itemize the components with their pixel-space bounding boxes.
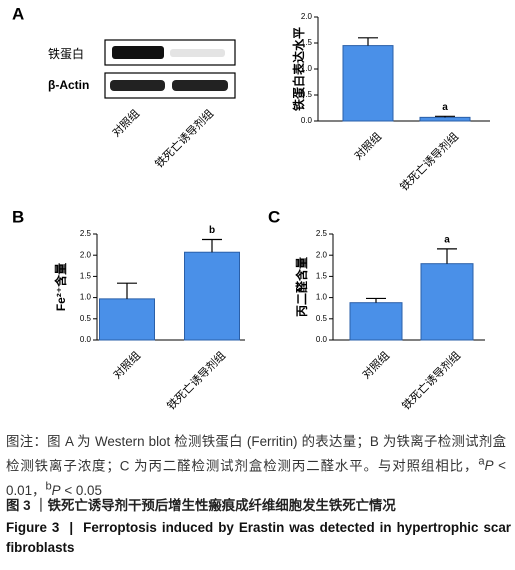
bar	[419, 116, 471, 122]
blot-band	[170, 49, 225, 57]
y-tick-label: 1.0	[316, 293, 328, 302]
x-tick-label: 对照组	[359, 348, 392, 381]
blot-lane-label: 对照组	[109, 106, 142, 139]
panel-letter: B	[12, 207, 24, 226]
y-axis-label: 铁蛋白表达水平	[291, 27, 306, 111]
sig-sup: b	[45, 480, 52, 493]
y-tick-label: 1.5	[80, 272, 92, 281]
y-axis-label: 丙二醛含量	[294, 257, 309, 317]
x-tick-label: 对照组	[351, 129, 384, 162]
bar	[184, 251, 240, 341]
bar	[349, 302, 403, 341]
x-tick-label: 铁死亡诱导剂组	[164, 348, 228, 412]
y-tick-label: 0.5	[301, 90, 313, 99]
figure-title-cn: 图 3 ｜铁死亡诱导剂干预后增生性瘢痕成纤维细胞发生铁死亡情况	[6, 498, 396, 513]
y-tick-label: 2.5	[316, 229, 328, 238]
sig-text: < 0.05	[60, 482, 102, 498]
y-tick-label: 0.0	[80, 335, 92, 344]
caption-note: 图注：图 A 为 Western blot 检测铁蛋白 (Ferritin) 的…	[6, 432, 506, 501]
blot-band	[172, 80, 228, 91]
y-tick-label: 1.5	[316, 272, 328, 281]
y-tick-label: 0.5	[80, 314, 92, 323]
blot-row-label: 铁蛋白	[48, 46, 84, 61]
significance-label: a	[444, 234, 450, 245]
significance-label: b	[209, 225, 215, 236]
panel-letter: A	[12, 4, 24, 23]
blot-band	[112, 46, 164, 59]
caption-sig: aP < 0.01，bP < 0.05	[6, 456, 506, 498]
y-tick-label: 1.0	[301, 64, 313, 73]
bar	[99, 298, 155, 341]
panel-letter: C	[268, 207, 280, 226]
y-tick-label: 0.0	[316, 335, 328, 344]
y-tick-label: 0.5	[316, 314, 328, 323]
x-tick-label: 铁死亡诱导剂组	[397, 129, 461, 193]
blot-lane-label: 铁死亡诱导剂组	[152, 106, 216, 170]
y-tick-label: 1.0	[80, 293, 92, 302]
y-tick-label: 0.0	[301, 116, 313, 125]
y-tick-label: 2.0	[80, 250, 92, 259]
x-tick-label: 对照组	[110, 348, 143, 381]
bar	[420, 263, 474, 341]
sig-p: P	[51, 482, 61, 498]
blot-row-label: β-Actin	[48, 78, 89, 92]
figure-title-en: Figure 3 | Ferroptosis induced by Erasti…	[6, 520, 515, 555]
significance-label: a	[442, 102, 448, 113]
sig-sup: a	[478, 456, 485, 468]
y-tick-label: 2.0	[301, 12, 313, 21]
y-tick-label: 1.5	[301, 38, 313, 47]
sig-text: < 0.01，	[6, 458, 506, 498]
y-tick-label: 2.5	[80, 229, 92, 238]
blot-band	[110, 80, 165, 91]
x-tick-label: 铁死亡诱导剂组	[399, 348, 463, 412]
caption-text: 图注：图 A 为 Western blot 检测铁蛋白 (Ferritin) 的…	[6, 434, 506, 474]
bar	[342, 45, 394, 122]
y-axis-label: Fe²⁺含量	[53, 263, 68, 311]
sig-p: P	[484, 458, 494, 474]
figure: 铁蛋白 β-Actin 对照组 铁死亡诱导剂组 A 铁蛋白表达水平 0.0 0.5 1.…	[12, 4, 490, 413]
y-tick-label: 2.0	[316, 250, 328, 259]
